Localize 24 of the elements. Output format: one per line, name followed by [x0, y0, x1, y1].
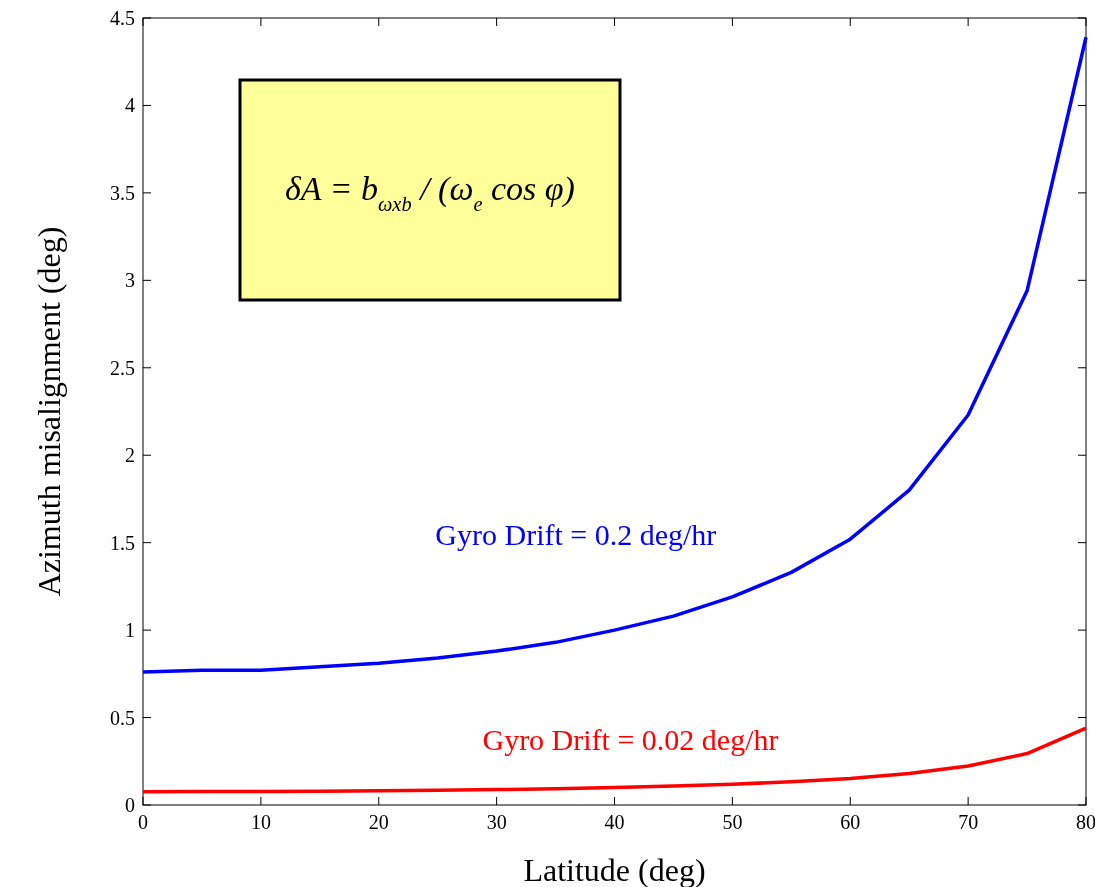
y-tick-label: 4 [125, 94, 135, 117]
x-tick-label: 40 [604, 811, 625, 833]
y-tick-label: 3 [125, 269, 135, 292]
x-tick-label: 80 [1076, 811, 1095, 833]
y-tick-label: 0.5 [110, 706, 135, 729]
series-label: Gyro Drift = 0.2 deg/hr [435, 518, 717, 552]
y-tick-label: 2.5 [110, 356, 135, 379]
x-tick-label: 50 [722, 811, 743, 833]
annotation: δA = b$_{ωxb}$ / (ω$_{e}$ cos φ) [285, 170, 575, 215]
y-tick-label: 0 [125, 794, 135, 816]
line-series [141, 35, 1088, 674]
x-tick-label: 70 [958, 811, 979, 833]
x-tick-label: 30 [486, 811, 507, 833]
x-tick-label: 60 [840, 811, 861, 833]
y-tick-label: 2 [125, 444, 135, 467]
y-tick-label: 1 [125, 619, 135, 642]
x-tick-label: 20 [368, 811, 389, 833]
x-tick-label: 10 [250, 811, 271, 833]
line-series [141, 726, 1088, 794]
y-tick-label: 3.5 [110, 181, 135, 204]
y-tick-label: 4.5 [110, 7, 135, 29]
y-axis-title: Azimuth misalignment (deg) [31, 226, 67, 597]
series-label: Gyro Drift = 0.02 deg/hr [482, 722, 779, 756]
y-tick-label: 1.5 [110, 531, 135, 554]
